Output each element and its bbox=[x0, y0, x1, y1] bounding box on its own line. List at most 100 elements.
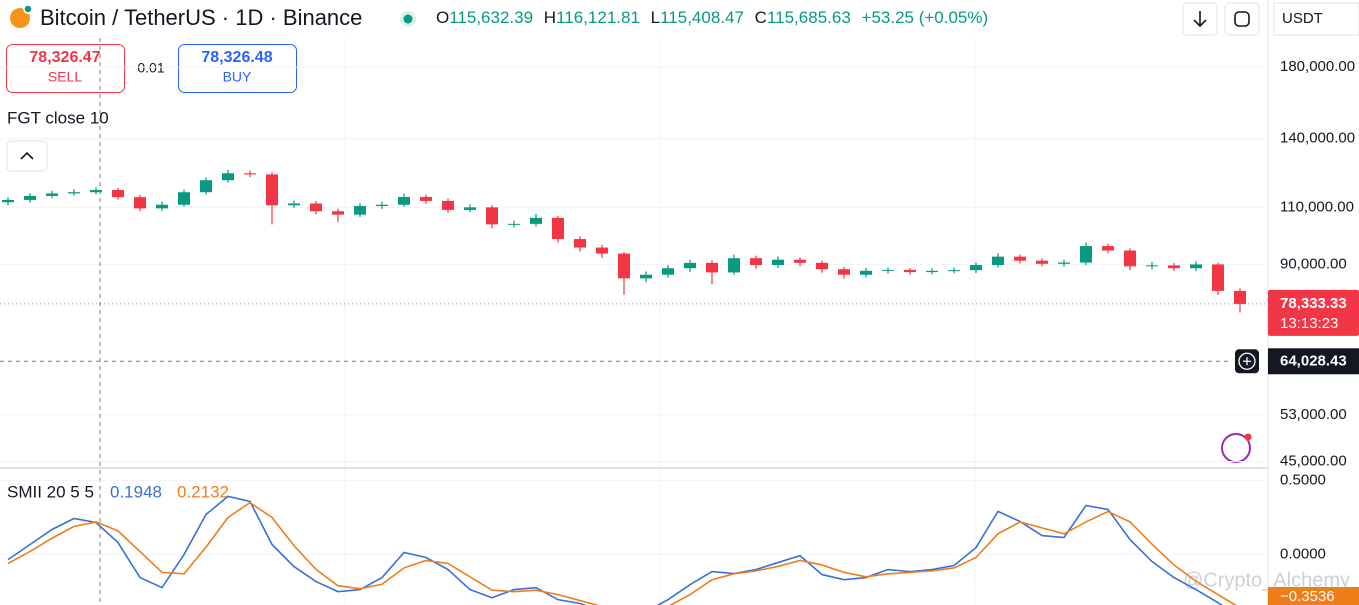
candle-body bbox=[992, 256, 1004, 266]
coin-badge bbox=[23, 4, 33, 14]
candle-body bbox=[420, 196, 432, 201]
indicator-title: FGT close 10 bbox=[7, 108, 109, 127]
last-price-box bbox=[1268, 289, 1359, 336]
symbol[interactable]: Bitcoin / TetherUS · 1D · Binance bbox=[40, 5, 362, 30]
candle-body bbox=[882, 269, 894, 271]
candle-body bbox=[904, 269, 916, 273]
buy-button[interactable] bbox=[178, 44, 297, 93]
ohlc-value: 116,121.81 bbox=[556, 8, 640, 27]
currency[interactable]: USDT bbox=[1282, 10, 1323, 27]
ohlc-key: H bbox=[544, 8, 556, 27]
candle-body bbox=[860, 270, 872, 275]
candle-body bbox=[398, 196, 410, 205]
candle-body bbox=[90, 190, 102, 193]
ohlc-value: 115,685.63 bbox=[767, 8, 851, 27]
last-price-label: 78,333.33 bbox=[1280, 295, 1347, 312]
candle-body bbox=[794, 259, 806, 263]
candle-body bbox=[640, 274, 652, 279]
candle-body bbox=[1080, 246, 1092, 263]
last-value-label: −0.3536 bbox=[1280, 588, 1335, 605]
candle-body bbox=[970, 265, 982, 271]
candle-body bbox=[1190, 264, 1202, 269]
crosshair-price-label: 64,028.43 bbox=[1280, 352, 1347, 369]
last-value-box bbox=[1268, 587, 1359, 605]
candle-body bbox=[244, 173, 256, 175]
candle-body bbox=[816, 262, 828, 270]
watermark: @Crypto_Alchemy bbox=[1183, 569, 1350, 591]
sell-label[interactable]: SELL bbox=[48, 69, 82, 85]
sell-price[interactable]: 78,326.47 bbox=[29, 49, 100, 66]
candle-body bbox=[750, 258, 762, 266]
indicator-title: SMII 20 5 5 bbox=[7, 482, 94, 501]
collapse-button[interactable] bbox=[6, 140, 48, 172]
coin-icon bbox=[10, 8, 30, 28]
ohlc: O115,632.39 H116,121.81 L115,408.47 C115… bbox=[436, 8, 988, 27]
candle-body bbox=[1234, 290, 1246, 305]
ohlc-key: L bbox=[651, 8, 660, 27]
candle-body bbox=[68, 192, 80, 194]
candle-body bbox=[574, 239, 586, 248]
sell-button[interactable] bbox=[6, 44, 125, 93]
candle-body bbox=[596, 247, 608, 254]
add-icon-plus bbox=[1243, 357, 1251, 366]
indicator-lines bbox=[7, 495, 1237, 605]
y-tick-label: 53,000.00 bbox=[1280, 406, 1347, 423]
candle-body bbox=[552, 217, 564, 240]
indicator-line bbox=[7, 501, 1237, 605]
candle-body bbox=[288, 203, 300, 206]
candle-body bbox=[1102, 246, 1114, 251]
ohlc-key: O bbox=[436, 8, 449, 27]
buy-label[interactable]: BUY bbox=[223, 69, 252, 85]
candle-body bbox=[1014, 256, 1026, 261]
collapse-icon bbox=[20, 151, 34, 160]
candle-body bbox=[530, 217, 542, 224]
candle-body bbox=[618, 253, 630, 279]
refresh-icon bbox=[1234, 11, 1250, 27]
candle-body bbox=[1146, 265, 1158, 267]
y-tick-label: 0.0000 bbox=[1280, 546, 1326, 563]
refresh-button[interactable] bbox=[1224, 2, 1260, 36]
candle-body bbox=[354, 206, 366, 215]
ohlc-value: 115,408.47 bbox=[660, 8, 744, 27]
candle-body bbox=[486, 207, 498, 225]
candle-body bbox=[508, 223, 520, 225]
buy-price[interactable]: 78,326.48 bbox=[201, 49, 272, 66]
candle-body bbox=[464, 207, 476, 210]
candle-body bbox=[2, 199, 14, 203]
market-status-dot bbox=[403, 14, 413, 24]
ohlc-value: 115,632.39 bbox=[449, 8, 533, 27]
candle-body bbox=[376, 204, 388, 207]
candle-body bbox=[178, 192, 190, 205]
y-tick-label: 0.5000 bbox=[1280, 471, 1326, 488]
crosshair-price-box bbox=[1268, 348, 1359, 375]
countdown: 13:13:23 bbox=[1280, 315, 1338, 332]
y-tick-label: 180,000.00 bbox=[1280, 58, 1355, 75]
candle-body bbox=[46, 193, 58, 196]
candle-body bbox=[222, 173, 234, 181]
legend-value: 0.2132 bbox=[177, 482, 229, 501]
indicator-line bbox=[7, 495, 1223, 605]
candle-body bbox=[772, 259, 784, 266]
y-tick-label: 140,000.00 bbox=[1280, 130, 1355, 147]
candle-body bbox=[156, 204, 168, 209]
plot-layer: 180,000.00 140,000.00 110,000.00 90,000.00 5… bbox=[0, 38, 1359, 605]
y-tick-label: 90,000.00 bbox=[1280, 255, 1347, 272]
y-tick-label: 45,000.00 bbox=[1280, 453, 1347, 470]
candle-body bbox=[1058, 262, 1070, 264]
legend-value: 0.1948 bbox=[110, 482, 162, 501]
ohlc-key: C bbox=[755, 8, 767, 27]
download-icon bbox=[1193, 11, 1207, 28]
candles bbox=[2, 169, 1246, 313]
candle-body bbox=[1212, 264, 1224, 291]
candle-body bbox=[926, 270, 938, 273]
candle-body bbox=[332, 211, 344, 215]
candle-body bbox=[728, 258, 740, 273]
candle-body bbox=[838, 269, 850, 275]
candle-body bbox=[1168, 265, 1180, 269]
candle-body bbox=[266, 174, 278, 206]
currency-button[interactable] bbox=[1273, 2, 1359, 36]
candle-body bbox=[310, 203, 322, 212]
candle-body bbox=[442, 200, 454, 210]
